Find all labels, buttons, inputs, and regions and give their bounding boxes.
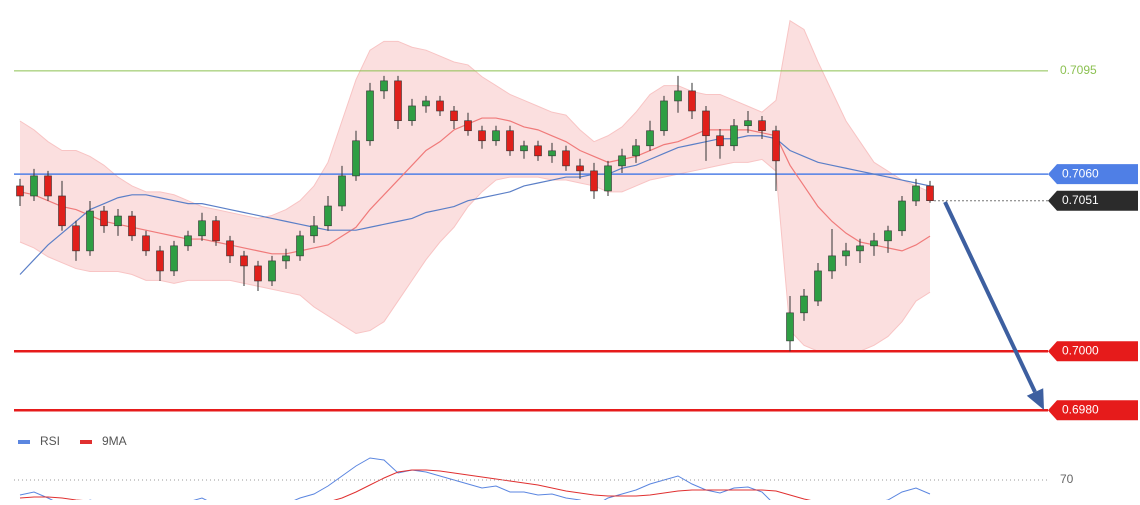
candle-body (744, 120, 752, 127)
forecast-arrow (943, 201, 1044, 410)
candle-body (926, 185, 934, 201)
candle-body (226, 240, 234, 257)
candle-body (142, 235, 150, 252)
level-label: 0.7000 (1062, 343, 1099, 357)
candle-body (44, 175, 52, 197)
candle-body (170, 245, 178, 272)
bollinger-band (20, 20, 930, 352)
candle-body (590, 170, 598, 192)
candle-body (450, 110, 458, 122)
candle-body (870, 240, 878, 247)
arrow-shaft (943, 201, 1037, 393)
candle-body (310, 225, 318, 237)
level-label: 0.7095 (1060, 63, 1097, 77)
candle-body (16, 185, 24, 197)
candle-body (632, 145, 640, 157)
candle-body (114, 215, 122, 227)
candle-body (758, 120, 766, 132)
level-label: 0.7051 (1062, 193, 1099, 207)
candle-body (786, 312, 794, 342)
candle-body (72, 225, 80, 252)
candle-body (380, 80, 388, 92)
candle-body (422, 100, 430, 107)
candle-body (464, 120, 472, 132)
y-tick-label: 70 (1060, 472, 1074, 486)
candle-body (506, 130, 514, 152)
candle-body (492, 130, 500, 142)
candle-body (716, 135, 724, 147)
candle-body (562, 150, 570, 167)
candle-body (912, 185, 920, 202)
lower-axis: 70 (14, 472, 1074, 486)
candle-body (184, 235, 192, 247)
candle-body (58, 195, 66, 227)
level-label: 0.7060 (1062, 166, 1099, 180)
candle-body (352, 140, 360, 177)
legend: RSI 9MA (18, 434, 127, 448)
level-label: 0.6980 (1062, 402, 1099, 416)
candle-body (660, 100, 668, 132)
candle-body (198, 220, 206, 237)
candle-body (884, 230, 892, 242)
candle-body (86, 210, 94, 252)
indicator-line (19, 457, 931, 500)
candle-body (828, 255, 836, 272)
candle-body (730, 125, 738, 147)
level-layer: 0.7095 0.7060 0.7051 0.7000 0.6980 (14, 63, 1138, 421)
candle-body (478, 130, 486, 142)
candle-body (702, 110, 710, 137)
candle-body (674, 90, 682, 102)
candle-body (394, 80, 402, 122)
candle-body (604, 165, 612, 192)
candle-body (534, 145, 542, 157)
indicator-line (19, 469, 812, 500)
candle-body (814, 270, 822, 302)
legend-swatch (80, 440, 92, 444)
candle-layer (16, 75, 934, 352)
level-label-box (1048, 400, 1138, 421)
candle-body (268, 260, 276, 282)
level-label-box (1048, 341, 1138, 362)
candle-body (128, 215, 136, 237)
candle-body (688, 90, 696, 112)
candle-body (282, 255, 290, 262)
band-layer (19, 19, 931, 352)
candle-body (100, 210, 108, 227)
candle-body (408, 105, 416, 122)
candle-body (338, 175, 346, 207)
candle-body (520, 145, 528, 152)
candle-body (156, 250, 164, 272)
candle-body (436, 100, 444, 112)
candle-body (212, 220, 220, 242)
legend-swatch (18, 440, 30, 444)
candle-body (898, 200, 906, 232)
candle-body (842, 250, 850, 257)
legend-label: 9MA (102, 434, 127, 448)
level-label-box (1048, 190, 1138, 211)
candle-body (800, 295, 808, 314)
candle-body (856, 245, 864, 252)
candle-body (646, 130, 654, 147)
candle-body (240, 255, 248, 267)
candle-body (576, 165, 584, 172)
candle-body (296, 235, 304, 257)
candle-body (324, 205, 332, 227)
candle-body (366, 90, 374, 142)
level-label-box (1048, 164, 1138, 185)
candle-body (772, 130, 780, 162)
lower-panel (19, 457, 931, 500)
candle-body (30, 175, 38, 197)
arrow-head (1026, 388, 1044, 410)
candle-body (548, 150, 556, 157)
candle-body (618, 155, 626, 167)
legend-label: RSI (40, 434, 60, 448)
candle-body (254, 265, 262, 282)
